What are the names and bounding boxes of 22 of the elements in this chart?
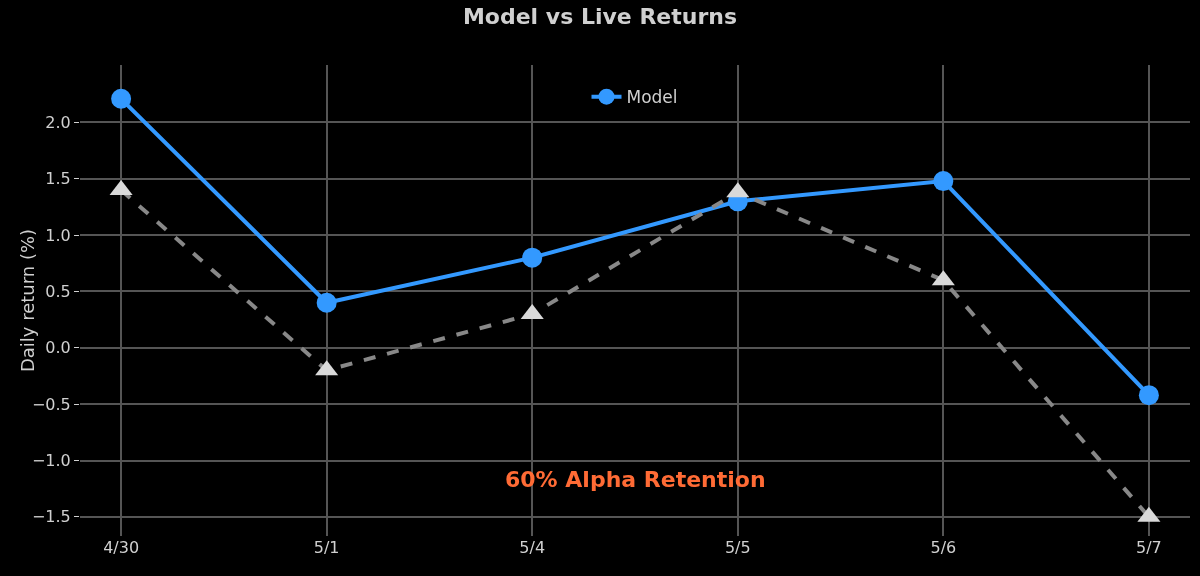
point — [933, 171, 954, 192]
y-tick-label: −1.5 — [31, 507, 71, 527]
legend-label: Model — [626, 87, 678, 108]
y-tick-label: 2.0 — [45, 113, 71, 133]
chart-title: Model vs Live Returns — [462, 4, 738, 30]
y-tick-label: 0.5 — [45, 282, 71, 302]
x-tick-label: 5/5 — [724, 538, 751, 557]
y-tick-label: −1.0 — [31, 451, 71, 471]
x-tick-label: 5/1 — [313, 538, 340, 557]
x-tick-label: 5/7 — [1136, 538, 1162, 557]
y-tick-label: 0.0 — [45, 338, 71, 358]
y-tick-label: −0.5 — [31, 394, 71, 414]
point — [522, 247, 543, 268]
annotation: 60% Alpha Retention — [505, 467, 766, 492]
y-axis-title: Daily return (%) — [17, 228, 38, 373]
x-tick-label: 5/6 — [930, 538, 957, 557]
point — [111, 88, 132, 109]
y-tick-label: 1.0 — [45, 225, 71, 245]
x-tick-label: 5/4 — [519, 538, 546, 557]
y-tick-label: 1.5 — [45, 169, 71, 189]
x-tick-label: 4/30 — [103, 538, 140, 557]
point — [316, 292, 337, 313]
